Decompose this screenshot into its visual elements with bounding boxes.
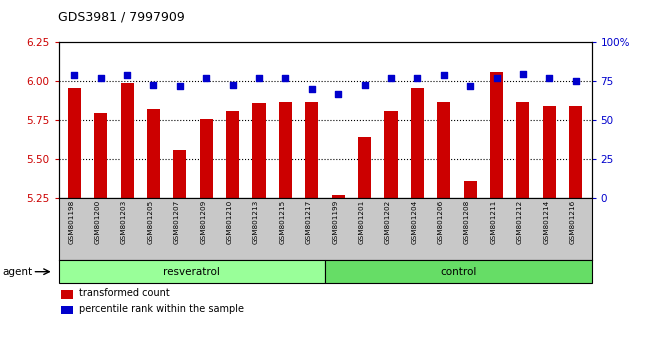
Point (439, 72, 449, 78)
Text: GSM801201: GSM801201 (359, 200, 365, 244)
Text: GSM801214: GSM801214 (543, 200, 549, 244)
Point (96, 75, 106, 81)
Text: GSM801206: GSM801206 (437, 200, 444, 244)
Text: control: control (440, 267, 476, 277)
Bar (94, 113, 107, 198)
Point (148, 82, 159, 87)
Bar (569, 106, 582, 198)
Text: percentile rank within the sample: percentile rank within the sample (79, 304, 244, 314)
Point (122, 72, 133, 78)
Text: GSM801203: GSM801203 (121, 200, 127, 244)
Point (333, 91, 343, 97)
Text: GSM801200: GSM801200 (95, 200, 101, 244)
Point (280, 75, 291, 81)
Bar (61, 290, 73, 298)
Text: GSM801210: GSM801210 (227, 200, 233, 244)
Text: GSM801215: GSM801215 (280, 200, 285, 244)
Text: GSM801205: GSM801205 (148, 200, 153, 244)
Bar (325, 260, 592, 283)
Text: GSM801217: GSM801217 (306, 200, 312, 244)
Bar (147, 109, 160, 198)
Point (491, 75, 502, 81)
Bar (279, 102, 292, 198)
Text: GSM801212: GSM801212 (517, 200, 523, 244)
Text: GSM801202: GSM801202 (385, 200, 391, 244)
Point (175, 83, 185, 89)
Bar (120, 83, 134, 198)
Bar (200, 119, 213, 198)
Bar (437, 102, 450, 198)
Text: GSM801198: GSM801198 (68, 200, 74, 244)
Text: transformed count: transformed count (79, 288, 170, 298)
Bar (226, 111, 239, 198)
Bar (516, 102, 530, 198)
Point (465, 83, 475, 89)
Bar (463, 181, 476, 198)
Bar (174, 150, 187, 198)
Text: GSM801208: GSM801208 (464, 200, 470, 244)
Point (571, 79, 581, 84)
Bar (358, 137, 371, 198)
Text: GSM801199: GSM801199 (332, 200, 338, 244)
Point (412, 75, 423, 81)
Bar (384, 111, 398, 198)
Bar (306, 102, 318, 198)
Text: GDS3981 / 7997909: GDS3981 / 7997909 (58, 11, 185, 24)
Bar (252, 103, 266, 198)
Text: GSM801211: GSM801211 (491, 200, 497, 244)
Bar (58, 260, 325, 283)
Bar (490, 72, 503, 198)
Text: GSM801209: GSM801209 (200, 200, 206, 244)
Text: GSM801213: GSM801213 (253, 200, 259, 244)
Point (307, 86, 317, 92)
Point (201, 75, 211, 81)
Text: GSM801207: GSM801207 (174, 200, 180, 244)
Point (254, 75, 265, 81)
Bar (61, 306, 73, 314)
Point (227, 82, 238, 87)
Text: GSM801216: GSM801216 (569, 200, 576, 244)
Point (69, 72, 79, 78)
Point (359, 82, 370, 87)
Text: GSM801204: GSM801204 (411, 200, 417, 244)
Point (517, 71, 528, 76)
Bar (68, 88, 81, 198)
Bar (411, 88, 424, 198)
Text: resveratrol: resveratrol (163, 267, 220, 277)
Point (385, 75, 396, 81)
Bar (332, 195, 344, 198)
Point (544, 75, 554, 81)
Bar (543, 106, 556, 198)
Text: agent: agent (2, 267, 32, 277)
